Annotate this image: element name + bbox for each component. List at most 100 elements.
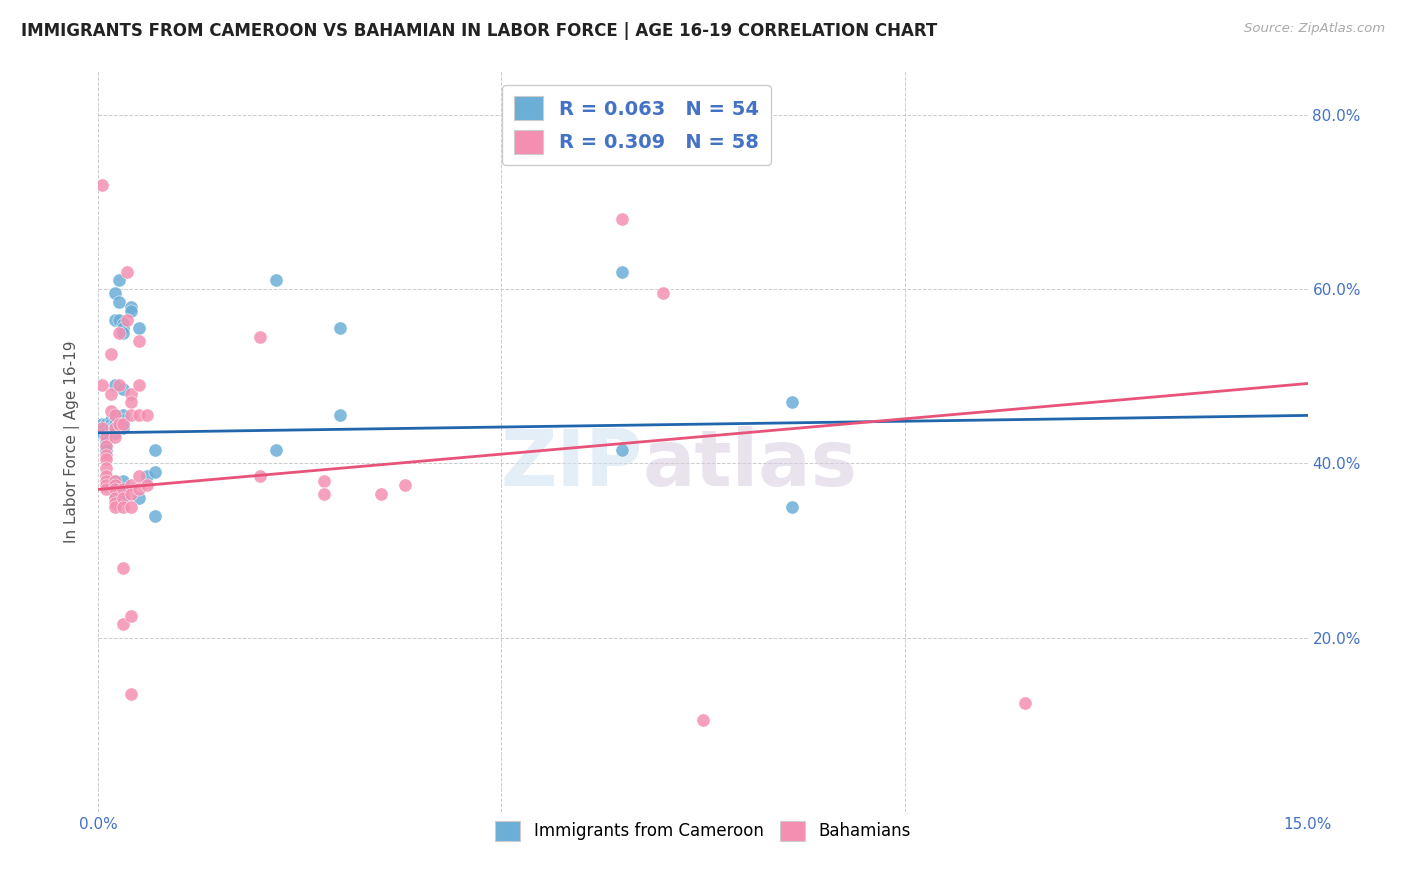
Point (100, 421, 122, 435)
Point (100, 386, 122, 401)
Point (96, 474, 118, 488)
Point (107, 295, 129, 310)
Point (103, 425, 125, 440)
Point (143, 508, 166, 523)
Point (143, 465, 166, 479)
Point (91, 378, 114, 392)
Point (96, 434, 118, 449)
Point (96, 439, 118, 453)
Point (314, 474, 336, 488)
Point (103, 430, 125, 444)
Point (135, 409, 157, 423)
Text: IMMIGRANTS FROM CAMEROON VS BAHAMIAN IN LABOR FORCE | AGE 16-19 CORRELATION CHAR: IMMIGRANTS FROM CAMEROON VS BAHAMIAN IN … (21, 22, 938, 40)
Point (103, 478, 125, 492)
Point (91, 425, 114, 440)
Text: Source: ZipAtlas.com: Source: ZipAtlas.com (1244, 22, 1385, 36)
Point (120, 386, 142, 401)
Point (111, 409, 134, 423)
Point (120, 300, 142, 314)
Point (120, 409, 142, 423)
Point (314, 487, 336, 501)
Point (120, 487, 142, 501)
Point (120, 500, 142, 514)
Point (107, 378, 129, 392)
Point (96, 421, 118, 435)
Point (91, 421, 114, 435)
Point (120, 687, 142, 701)
Point (96, 443, 118, 458)
Point (780, 500, 803, 514)
Point (111, 483, 134, 497)
Point (111, 421, 134, 435)
Point (100, 413, 122, 427)
Point (107, 312, 129, 326)
Point (96, 469, 118, 483)
Y-axis label: In Labor Force | Age 16-19: In Labor Force | Age 16-19 (63, 340, 80, 543)
Point (115, 265, 138, 279)
Point (370, 487, 392, 501)
Point (103, 421, 125, 435)
Point (394, 478, 416, 492)
Point (612, 212, 634, 227)
Point (111, 561, 134, 575)
Point (107, 273, 129, 287)
Text: ZIP: ZIP (501, 425, 643, 502)
Point (128, 483, 150, 497)
Point (111, 326, 134, 340)
Point (111, 321, 134, 335)
Point (103, 483, 125, 497)
Point (143, 443, 166, 458)
Point (111, 417, 134, 431)
Point (249, 330, 271, 344)
Point (96, 417, 118, 431)
Point (103, 286, 125, 301)
Point (135, 478, 157, 492)
Point (651, 286, 673, 301)
Point (128, 321, 150, 335)
Point (103, 500, 125, 514)
Point (128, 378, 150, 392)
Point (111, 617, 134, 632)
Point (100, 404, 122, 418)
Point (120, 608, 142, 623)
Point (103, 487, 125, 501)
Point (1014, 696, 1036, 710)
Point (612, 443, 634, 458)
Point (96, 452, 118, 467)
Point (780, 395, 803, 409)
Point (111, 317, 134, 331)
Point (96, 430, 118, 444)
Point (103, 378, 125, 392)
Point (264, 273, 287, 287)
Point (120, 395, 142, 409)
Point (120, 478, 142, 492)
Point (103, 421, 125, 435)
Point (91, 178, 114, 192)
Point (103, 474, 125, 488)
Point (91, 417, 114, 431)
Point (96, 430, 118, 444)
Point (103, 474, 125, 488)
Point (103, 409, 125, 423)
Point (612, 265, 634, 279)
Point (329, 409, 352, 423)
Point (103, 478, 125, 492)
Point (96, 483, 118, 497)
Point (115, 312, 138, 326)
Point (128, 469, 150, 483)
Point (103, 491, 125, 505)
Point (111, 474, 134, 488)
Point (128, 409, 150, 423)
Point (103, 409, 125, 423)
Point (329, 321, 352, 335)
Point (111, 491, 134, 505)
Legend: Immigrants from Cameroon, Bahamians: Immigrants from Cameroon, Bahamians (488, 814, 918, 847)
Point (100, 417, 122, 431)
Point (107, 417, 129, 431)
Point (249, 469, 271, 483)
Point (128, 334, 150, 349)
Point (96, 478, 118, 492)
Point (103, 312, 125, 326)
Point (96, 460, 118, 475)
Point (692, 713, 714, 727)
